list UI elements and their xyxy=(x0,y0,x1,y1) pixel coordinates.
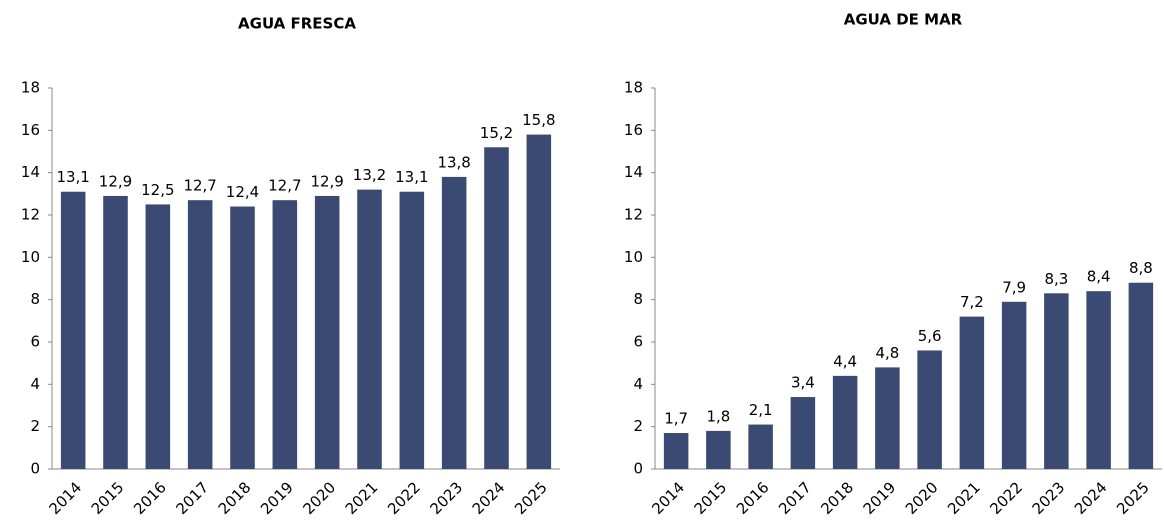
bar xyxy=(484,147,509,469)
x-tick-label: 2023 xyxy=(1029,478,1069,518)
bar xyxy=(917,350,942,469)
data-label: 12,7 xyxy=(183,177,216,195)
y-tick-label: 14 xyxy=(21,163,40,181)
x-tick-label: 2014 xyxy=(45,478,85,518)
bar xyxy=(441,176,467,469)
bar xyxy=(1086,291,1111,469)
bar xyxy=(748,424,773,469)
x-tick-label: 2022 xyxy=(384,478,424,518)
data-label: 12,5 xyxy=(141,181,174,199)
x-tick-label: 2023 xyxy=(426,478,466,518)
data-label: 12,9 xyxy=(99,172,132,190)
y-tick-label: 4 xyxy=(30,375,40,393)
bar xyxy=(790,397,816,469)
bar xyxy=(187,200,213,469)
x-tick-label: 2021 xyxy=(342,478,382,518)
y-tick-label: 10 xyxy=(21,248,40,266)
y-tick-label: 0 xyxy=(633,460,643,478)
data-label: 1,7 xyxy=(664,410,688,428)
x-tick-label: 2015 xyxy=(691,478,731,518)
y-tick-label: 6 xyxy=(30,333,40,351)
bar xyxy=(230,206,255,470)
bar xyxy=(399,191,425,469)
data-label: 13,8 xyxy=(437,153,470,171)
y-tick-label: 10 xyxy=(624,248,643,266)
data-label: 3,4 xyxy=(791,374,815,392)
chart-title: AGUA DE MAR xyxy=(844,11,963,29)
y-tick-label: 2 xyxy=(633,417,643,435)
y-tick-label: 8 xyxy=(633,290,643,308)
bar xyxy=(145,204,171,469)
y-tick-label: 4 xyxy=(633,375,643,393)
x-tick-label: 2019 xyxy=(257,478,297,518)
x-tick-label: 2017 xyxy=(775,478,815,518)
x-tick-label: 2018 xyxy=(215,478,255,518)
bar xyxy=(1044,293,1069,469)
data-label: 8,3 xyxy=(1044,270,1068,288)
x-tick-label: 2024 xyxy=(469,478,509,518)
x-tick-label: 2019 xyxy=(860,478,900,518)
bar xyxy=(832,375,858,469)
bar xyxy=(875,367,900,469)
bar xyxy=(663,433,689,469)
bar xyxy=(103,195,128,469)
y-tick-label: 16 xyxy=(624,121,643,139)
bar xyxy=(959,316,985,469)
y-tick-label: 0 xyxy=(30,460,40,478)
y-tick-label: 12 xyxy=(624,206,643,224)
x-tick-label: 2016 xyxy=(130,478,170,518)
bar xyxy=(1001,301,1027,469)
x-tick-label: 2014 xyxy=(648,478,688,518)
data-label: 2,1 xyxy=(749,401,773,419)
data-label: 8,8 xyxy=(1129,259,1153,277)
bar xyxy=(706,430,731,469)
data-label: 12,4 xyxy=(226,183,259,201)
bar xyxy=(60,191,86,469)
bar xyxy=(314,195,340,469)
data-label: 12,7 xyxy=(268,177,301,195)
data-label: 4,8 xyxy=(875,344,899,362)
y-tick-label: 6 xyxy=(633,333,643,351)
data-label: 4,4 xyxy=(833,352,857,370)
x-tick-label: 2018 xyxy=(817,478,857,518)
y-tick-label: 2 xyxy=(30,417,40,435)
x-tick-label: 2022 xyxy=(986,478,1026,518)
y-tick-label: 14 xyxy=(624,163,643,181)
data-label: 7,2 xyxy=(960,293,984,311)
x-tick-label: 2021 xyxy=(944,478,984,518)
bar xyxy=(272,200,298,469)
data-label: 1,8 xyxy=(706,407,730,425)
data-label: 13,1 xyxy=(395,168,428,186)
y-tick-label: 8 xyxy=(30,290,40,308)
data-label: 13,2 xyxy=(353,166,386,184)
bar xyxy=(1128,282,1154,469)
data-label: 15,8 xyxy=(522,111,555,129)
y-tick-label: 18 xyxy=(21,79,40,97)
y-tick-label: 18 xyxy=(624,79,643,97)
x-tick-label: 2020 xyxy=(299,478,339,518)
bar xyxy=(357,189,382,469)
y-tick-label: 16 xyxy=(21,121,40,139)
x-tick-label: 2020 xyxy=(902,478,942,518)
data-label: 15,2 xyxy=(480,124,513,142)
x-tick-label: 2025 xyxy=(1113,478,1153,518)
x-tick-label: 2017 xyxy=(172,478,212,518)
data-label: 5,6 xyxy=(918,327,942,345)
y-tick-label: 12 xyxy=(21,206,40,224)
chart-title: AGUA FRESCA xyxy=(238,15,356,33)
data-label: 7,9 xyxy=(1002,278,1026,296)
data-label: 12,9 xyxy=(310,172,343,190)
data-label: 13,1 xyxy=(56,168,89,186)
bar xyxy=(526,134,552,470)
x-tick-label: 2015 xyxy=(88,478,128,518)
data-label: 8,4 xyxy=(1087,268,1111,286)
x-tick-label: 2024 xyxy=(1071,478,1111,518)
x-tick-label: 2016 xyxy=(733,478,773,518)
x-tick-label: 2025 xyxy=(511,478,551,518)
